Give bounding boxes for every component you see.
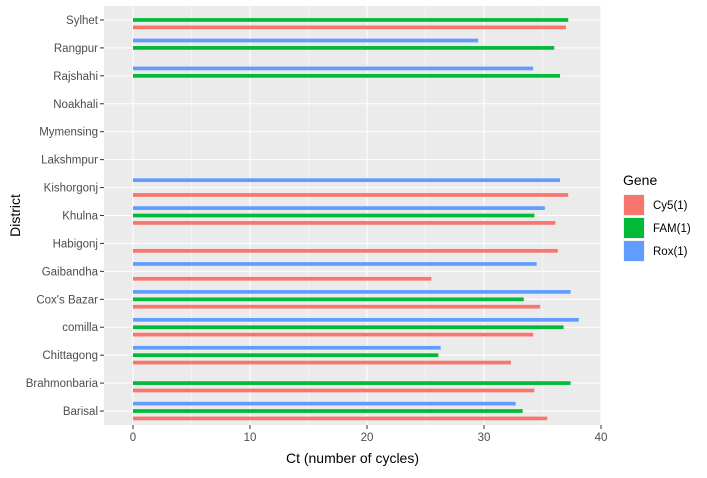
y-axis: Barisal Brahmonbaria Chittagong comilla Cox'… [26,15,104,418]
legend-label: Cy5(1) [653,200,688,212]
y-tick-label: Rangpur [54,43,98,55]
bar [133,73,561,78]
bar [133,206,545,210]
x-tick-label: 20 [361,432,374,444]
bar [133,388,535,393]
bar [133,353,439,358]
bar [133,345,441,350]
y-tick-label: comilla [62,322,98,334]
bar [133,332,534,337]
bar [133,304,541,309]
bar [133,66,534,71]
y-tick-label: Habigonj [53,238,98,250]
x-tick-label: 10 [244,432,257,444]
bar [133,46,555,50]
bar [133,317,579,322]
y-tick-label: Barisal [63,406,98,418]
bars [133,18,579,421]
y-tick-label: Brahmonbaria [26,378,99,390]
y-tick-label: Gaibandha [42,266,99,278]
legend-items: Cy5(1) FAM(1) Rox(1) [623,194,691,262]
bar [133,18,569,22]
bar [133,193,569,197]
y-tick-label: Mymensing [39,127,98,139]
bar [133,290,571,294]
y-tick-label: Khulna [62,211,98,223]
y-tick-label: Noakhali [53,99,98,111]
bar [133,213,535,218]
bar [133,38,479,43]
legend-key [624,218,644,238]
bar [133,248,558,253]
bar [133,297,524,302]
x-tick-label: 30 [478,432,491,444]
y-tick-label: Lakshmpur [41,155,98,167]
legend: Gene Cy5(1) FAM(1) Rox(1) [623,172,691,262]
bar [133,416,548,421]
x-tick-label: 40 [595,432,608,444]
bar [133,360,511,365]
legend-key [624,195,644,215]
y-tick-label: Rajshahi [53,71,98,83]
y-tick-label: Sylhet [66,15,99,27]
y-tick-label: Chittagong [42,350,98,362]
x-axis-title: Ct (number of cycles) [286,450,419,466]
bar [133,262,537,266]
bar [133,178,561,183]
bar [133,409,523,413]
x-axis: 0 10 20 30 40 [130,425,608,444]
y-tick-label: Cox's Bazar [36,294,98,306]
bar [133,221,556,225]
bar [133,276,432,281]
bar [133,381,571,385]
legend-label: Rox(1) [653,246,688,258]
legend-key [624,241,644,261]
y-axis-title: District [7,194,23,237]
bar [133,325,564,330]
y-tick-label: Kishorgonj [44,183,98,195]
bar [133,25,566,30]
bar [133,401,516,406]
legend-title: Gene [623,172,657,188]
legend-label: FAM(1) [653,223,691,235]
x-tick-label: 0 [130,432,136,444]
